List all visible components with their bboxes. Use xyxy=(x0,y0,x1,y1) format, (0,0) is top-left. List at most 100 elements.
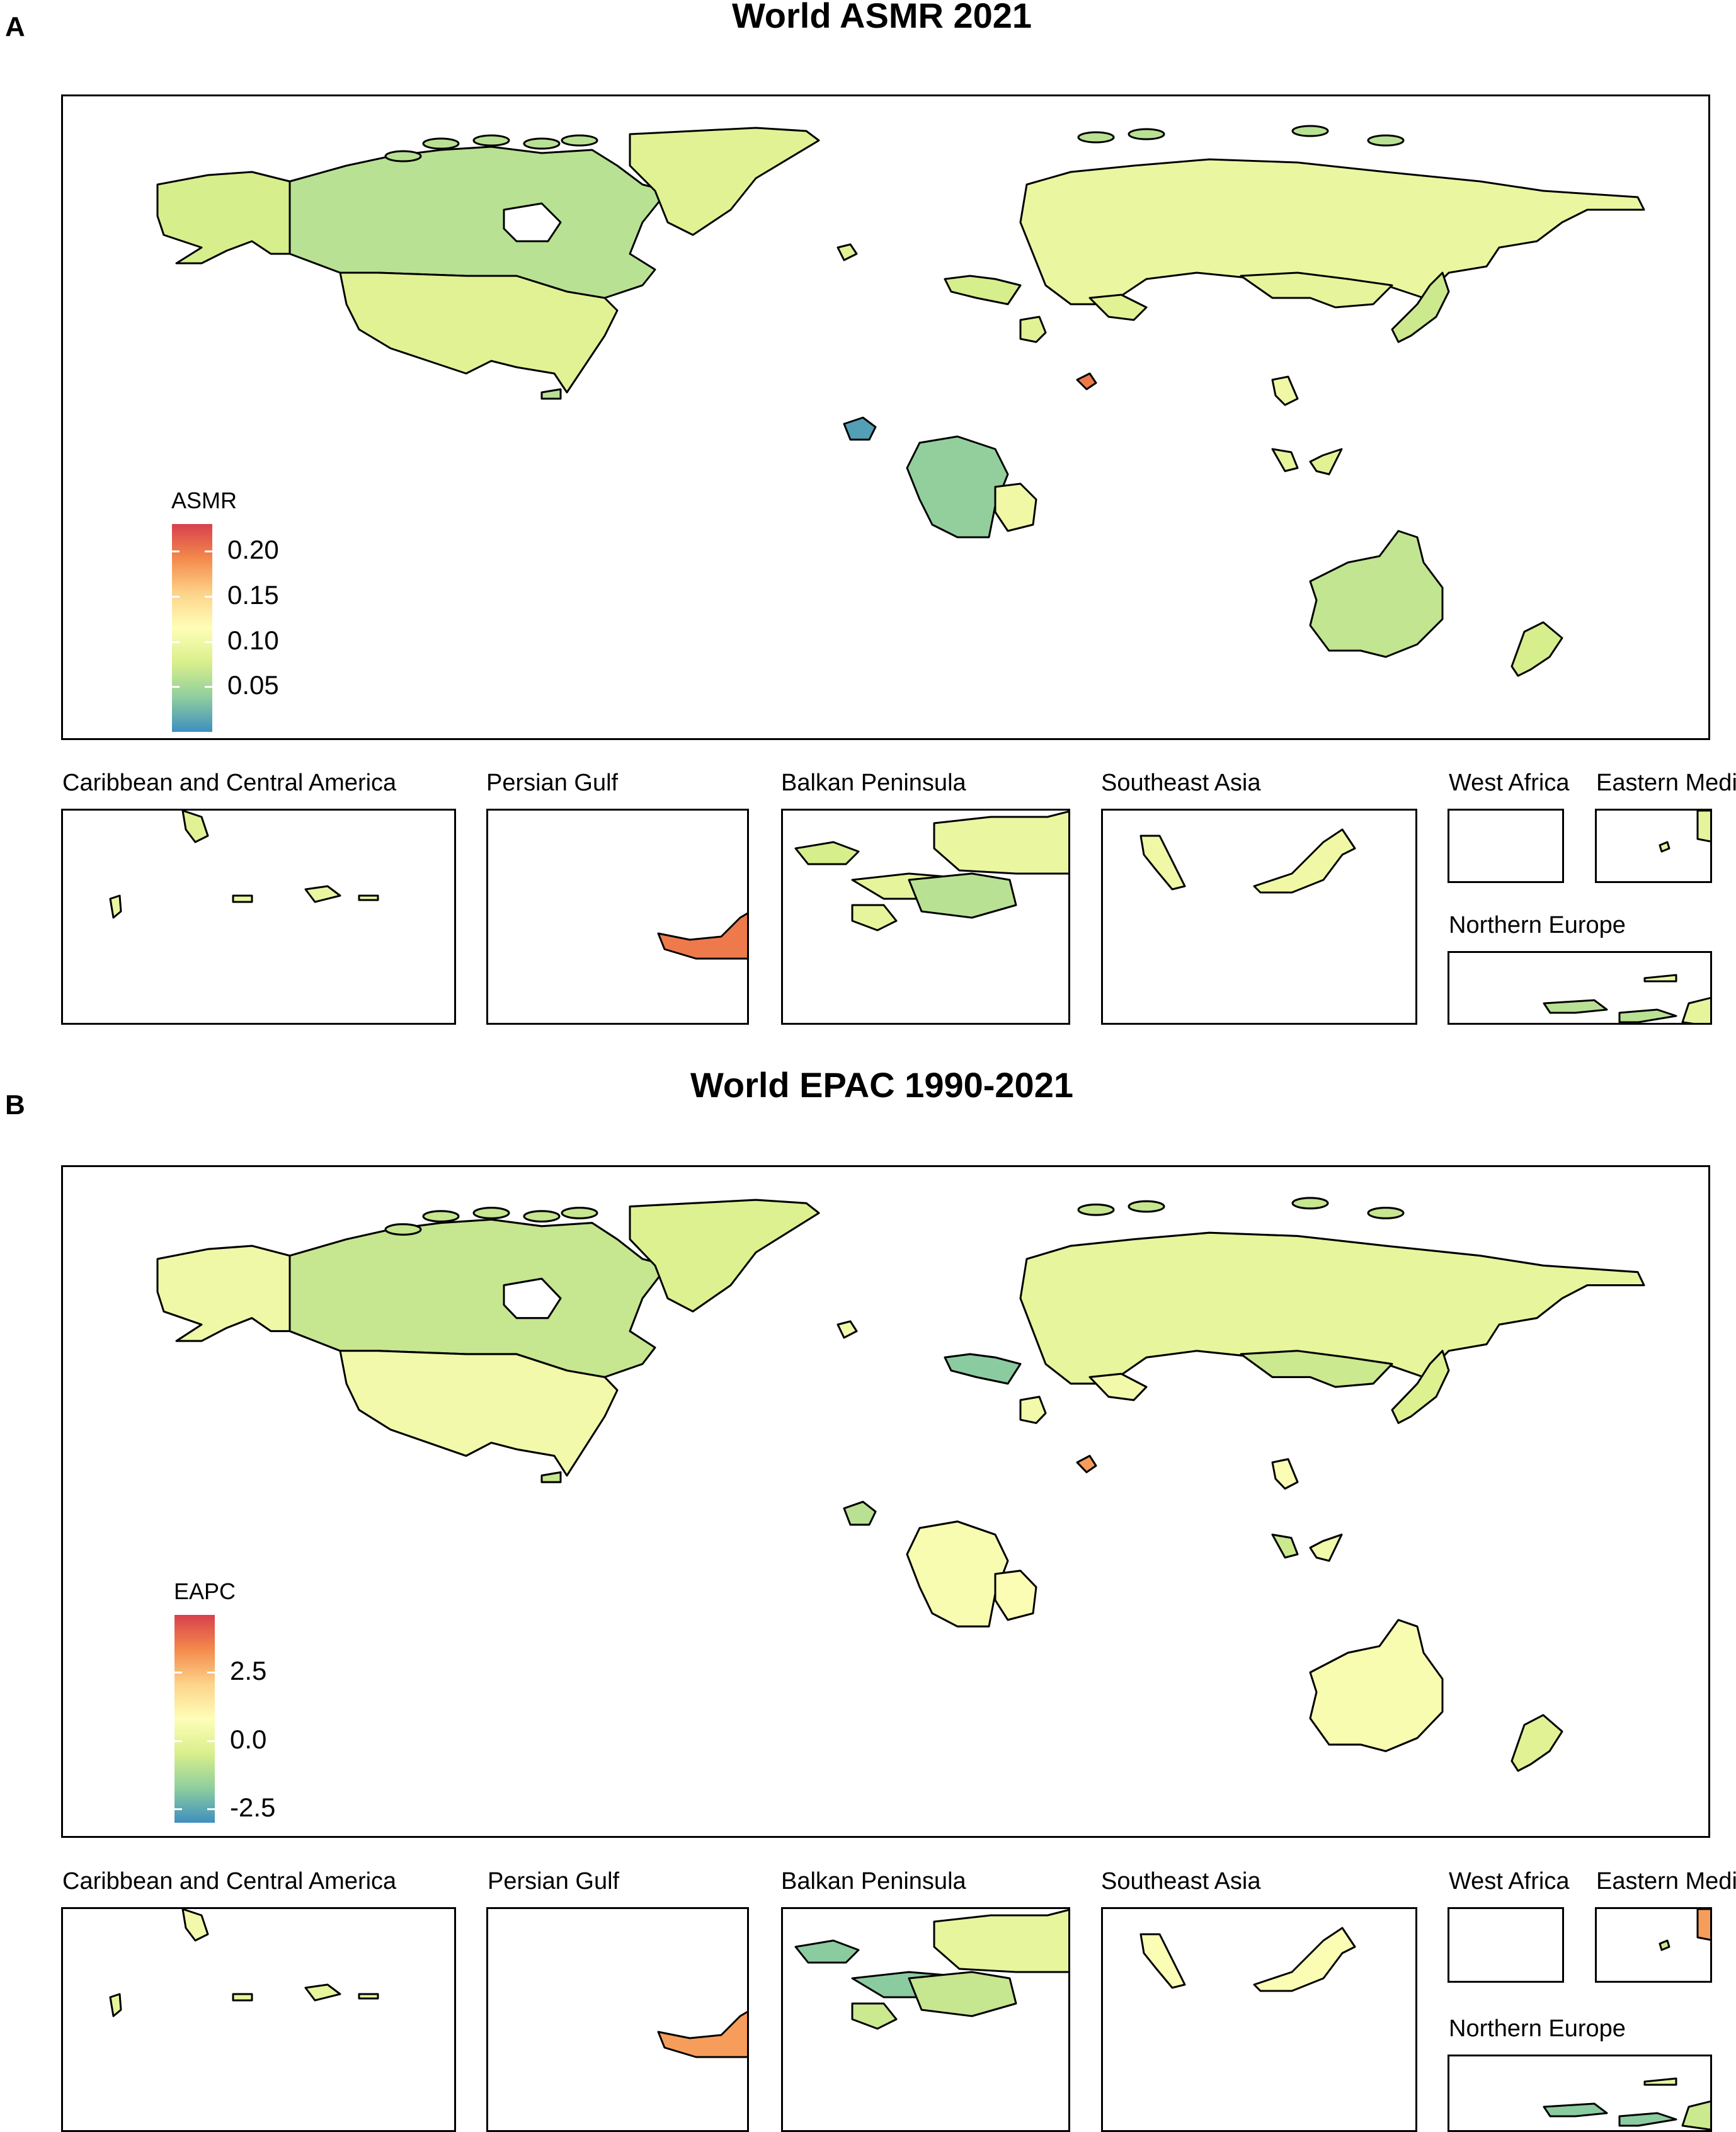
region-gulf-state xyxy=(1076,372,1097,390)
inset-title-balkan: Balkan Peninsula xyxy=(781,770,966,796)
region-alaska xyxy=(156,171,291,265)
region-central-america xyxy=(837,243,858,261)
region-seasia-b xyxy=(1253,828,1356,894)
region-balkan-d xyxy=(908,872,1017,919)
legend-tick xyxy=(207,1672,215,1674)
region-island-b xyxy=(304,1983,341,2002)
region-arctic-island xyxy=(561,134,598,147)
region-arctic-island xyxy=(1128,128,1165,140)
region-hudson-bay xyxy=(503,202,562,242)
region-neurope-d xyxy=(1681,996,1710,1023)
region-balkan-e xyxy=(851,904,898,932)
region-arctic-island xyxy=(1367,1207,1405,1219)
region-mongolia xyxy=(1240,271,1393,309)
region-iberia xyxy=(1019,316,1047,343)
legend-tick xyxy=(172,595,180,598)
region-alaska xyxy=(156,1245,291,1342)
region-island-b xyxy=(304,885,341,903)
region-greenland xyxy=(629,127,820,236)
region-arctic-island xyxy=(384,150,422,162)
region-usa xyxy=(339,1350,619,1477)
panel-letter: B xyxy=(5,1090,25,1120)
legend-tick-label: 0.15 xyxy=(227,579,279,610)
region-arctic-island xyxy=(1077,131,1115,144)
region-arctic-island xyxy=(523,137,561,150)
legend-colorbar xyxy=(172,524,212,732)
region-arabia xyxy=(843,1500,877,1526)
region-central-america xyxy=(837,1320,858,1339)
region-emedi-a xyxy=(1696,1909,1710,1941)
region-madagascar xyxy=(994,482,1037,532)
region-gulf-state xyxy=(1076,1454,1097,1474)
region-cuba-tip xyxy=(181,1909,209,1942)
region-seasia-a xyxy=(1139,1933,1186,1989)
region-africa xyxy=(906,435,1009,539)
region-philippines xyxy=(1271,448,1299,472)
region-gulf-state xyxy=(657,912,747,960)
region-balkan-a xyxy=(794,1939,860,1964)
region-arabia-east xyxy=(1088,294,1148,321)
region-caribbean-1 xyxy=(540,1471,562,1483)
region-seasia-a xyxy=(1139,835,1186,891)
region-emedi-a xyxy=(1696,811,1710,843)
world-map xyxy=(61,1165,1710,1838)
region-neurope-a xyxy=(1643,2077,1677,2086)
map-title: World EPAC 1990-2021 xyxy=(690,1065,1073,1105)
legend-tick xyxy=(205,550,212,553)
region-iberia xyxy=(1019,1396,1047,1424)
region-balkan-a xyxy=(794,841,860,865)
region-balkan-d xyxy=(908,1971,1017,2017)
inset-title-northern-europe: Northern Europe xyxy=(1449,2015,1626,2042)
region-neurope-d xyxy=(1681,2100,1710,2130)
inset-balkan xyxy=(781,809,1070,1025)
world-map-svg xyxy=(156,1197,1645,1772)
legend-tick xyxy=(172,686,180,688)
region-australia xyxy=(1309,1619,1444,1752)
region-arctic-island xyxy=(384,1223,422,1236)
world-map xyxy=(61,94,1710,740)
region-neurope-b xyxy=(1543,999,1608,1014)
inset-title-eastern-medi: Eastern Medi xyxy=(1596,1868,1736,1895)
region-seasia-2 xyxy=(1309,1533,1343,1562)
inset-title-northern-europe: Northern Europe xyxy=(1449,912,1626,938)
region-madagascar xyxy=(994,1570,1037,1621)
region-arctic-island xyxy=(561,1207,598,1219)
region-indonesia-1 xyxy=(1271,1458,1299,1490)
region-arctic-island xyxy=(523,1210,561,1223)
region-arctic-island xyxy=(1291,1197,1329,1210)
legend-tick xyxy=(174,1740,182,1742)
region-neurope-c xyxy=(1618,1008,1677,1023)
region-seasia-2 xyxy=(1309,448,1343,476)
legend-title: ASMR xyxy=(171,487,237,513)
region-western-europe xyxy=(944,275,1022,305)
region-balkan-b xyxy=(933,811,1068,875)
region-western-europe xyxy=(944,1353,1022,1385)
inset-eastern-medi xyxy=(1595,809,1712,883)
region-greenland xyxy=(629,1199,820,1313)
region-new-zealand xyxy=(1510,621,1563,677)
legend-tick xyxy=(207,1740,215,1742)
inset-southeast-asia xyxy=(1101,809,1417,1025)
inset-title-eastern-medi: Eastern Medi xyxy=(1596,770,1736,796)
region-island-a xyxy=(232,1993,253,2002)
inset-title-persian-gulf: Persian Gulf xyxy=(488,1868,620,1895)
legend-tick xyxy=(174,1672,182,1674)
region-arctic-island xyxy=(1077,1203,1115,1216)
region-neurope-b xyxy=(1543,2102,1608,2118)
legend-tick-label: 0.20 xyxy=(227,535,279,565)
inset-southeast-asia xyxy=(1101,1907,1417,2132)
inset-title-caribbean: Caribbean and Central America xyxy=(62,1868,397,1895)
region-arabia-east xyxy=(1088,1372,1148,1401)
inset-title-caribbean: Caribbean and Central America xyxy=(62,770,397,796)
region-emedi-b xyxy=(1659,1939,1670,1951)
inset-title-persian-gulf: Persian Gulf xyxy=(486,770,619,796)
legend-tick xyxy=(174,1808,182,1811)
region-central-america-a xyxy=(109,894,122,919)
region-indonesia-1 xyxy=(1271,375,1299,406)
legend-tick-label: 2.5 xyxy=(230,1656,267,1686)
region-arctic-island xyxy=(472,1207,510,1219)
region-island-c xyxy=(358,894,379,901)
region-philippines xyxy=(1271,1533,1299,1559)
region-arctic-island xyxy=(1128,1200,1165,1213)
region-neurope-a xyxy=(1643,974,1677,983)
